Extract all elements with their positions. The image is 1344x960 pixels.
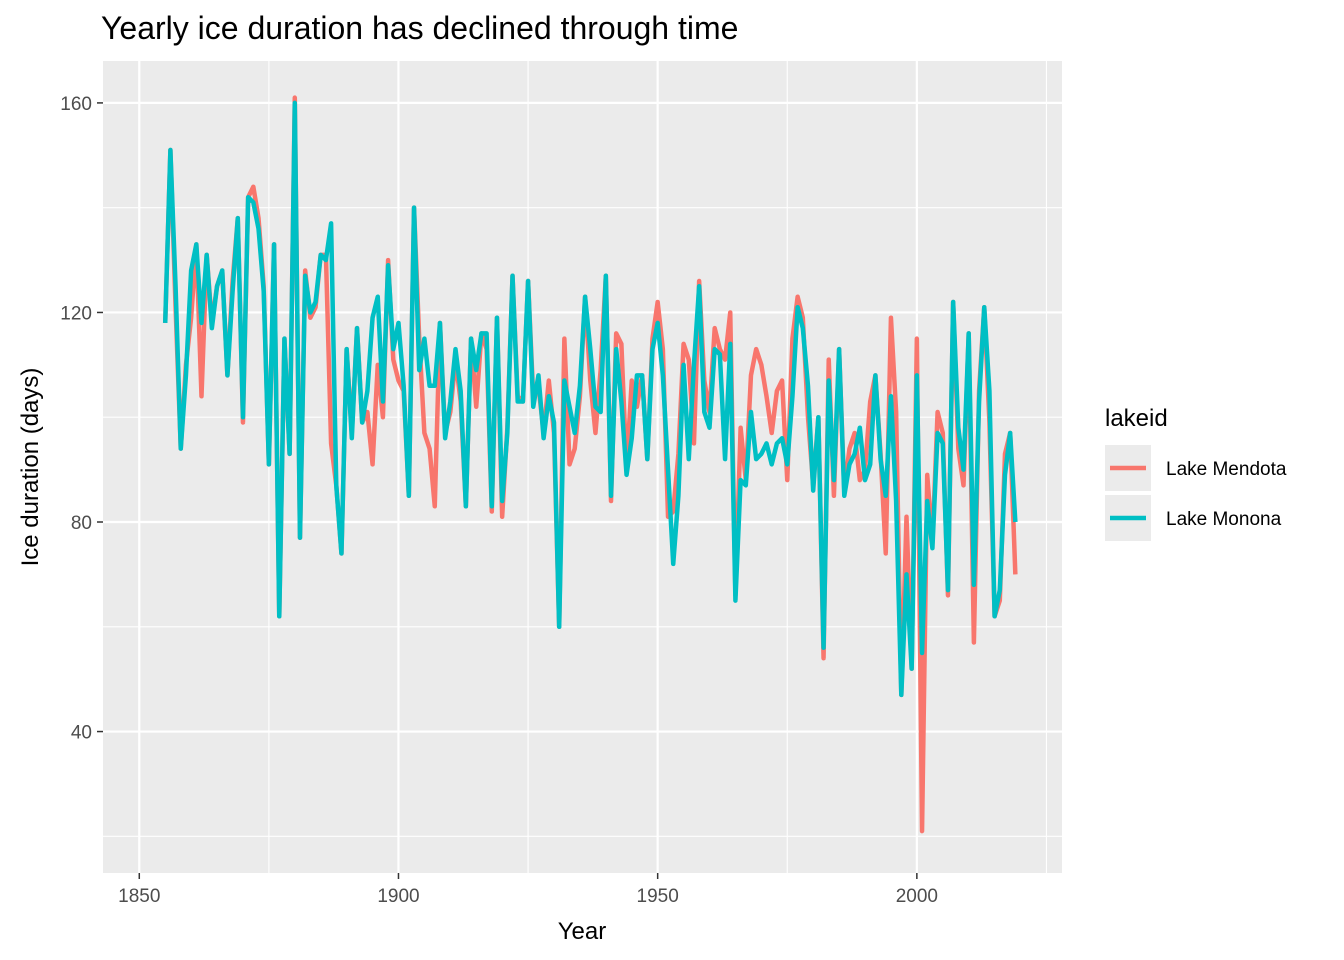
- x-axis-title: Year: [558, 918, 607, 945]
- y-tick-label: 160: [60, 94, 92, 115]
- series-line-1: [162, 100, 1018, 698]
- y-tick-label: 120: [60, 303, 92, 324]
- plot-panel: [103, 61, 1062, 873]
- x-axis: 1850 1900 1950 2000: [118, 873, 938, 907]
- chart-title: Yearly ice duration has declined through…: [101, 10, 738, 46]
- y-tick-label: 80: [71, 513, 92, 534]
- x-tick-label: 1950: [637, 886, 679, 907]
- legend-label: Lake Monona: [1166, 509, 1282, 530]
- series-lines: [162, 95, 1018, 834]
- x-tick-label: 1900: [377, 886, 419, 907]
- y-axis: 40 80 120 160: [60, 94, 103, 744]
- y-axis-title: Ice duration (days): [17, 368, 44, 567]
- legend-title: lakeid: [1105, 405, 1168, 432]
- y-tick-label: 40: [71, 723, 92, 744]
- x-tick-label: 2000: [896, 886, 938, 907]
- x-tick-label: 1850: [118, 886, 160, 907]
- legend-label: Lake Mendota: [1166, 459, 1287, 480]
- legend: lakeid Lake Mendota Lake Monona: [1105, 405, 1287, 541]
